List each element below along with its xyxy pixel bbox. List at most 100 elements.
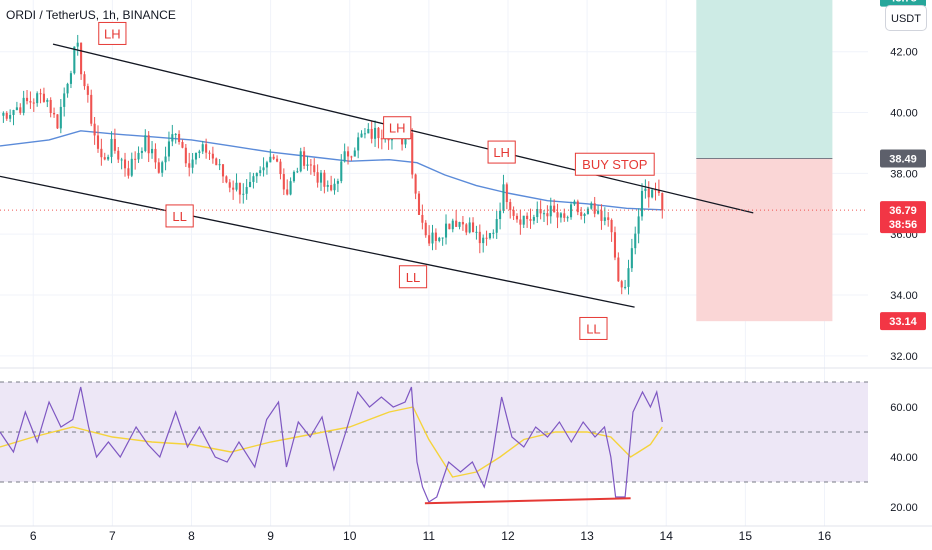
candle-body bbox=[509, 202, 512, 211]
candle-body bbox=[532, 217, 535, 221]
candle-body bbox=[211, 153, 214, 159]
time-axis-tick: 15 bbox=[739, 529, 753, 543]
candle-body bbox=[259, 170, 262, 174]
annotation-label: LH bbox=[98, 21, 127, 45]
lower-channel-line[interactable] bbox=[0, 175, 635, 308]
candle-body bbox=[644, 188, 647, 191]
annotation-text: LH bbox=[493, 145, 510, 160]
candle-body bbox=[161, 162, 164, 173]
candle-body bbox=[624, 286, 627, 288]
candle-body bbox=[107, 156, 110, 160]
annotation-label: LH bbox=[487, 140, 516, 164]
candle-body bbox=[444, 223, 448, 238]
candle-body bbox=[549, 205, 552, 217]
stop-price-tag: 33.14 bbox=[889, 316, 917, 328]
candle-body bbox=[42, 93, 45, 102]
annotations: LH LL LH LL LH BUY STOP LL bbox=[98, 21, 655, 340]
candle-body bbox=[245, 187, 248, 194]
candle-body bbox=[272, 156, 275, 159]
candle-body bbox=[414, 174, 417, 194]
candle-body bbox=[353, 150, 356, 157]
candle-body bbox=[607, 217, 610, 220]
candle-body bbox=[53, 113, 56, 115]
candle-body bbox=[265, 162, 268, 168]
candle-body bbox=[377, 127, 380, 139]
candle-body bbox=[208, 152, 211, 154]
candle-body bbox=[22, 97, 25, 113]
candle-body bbox=[96, 135, 100, 149]
time-axis-tick: 14 bbox=[660, 529, 674, 543]
candle-body bbox=[309, 164, 312, 166]
candle-body bbox=[346, 151, 350, 157]
candle-body bbox=[140, 150, 143, 153]
candle-body bbox=[640, 190, 644, 217]
candle-body bbox=[316, 172, 319, 183]
candle-body bbox=[495, 219, 498, 233]
candle-body bbox=[472, 222, 475, 233]
candle-body bbox=[651, 189, 654, 198]
price-axis-tick: 38.00 bbox=[890, 168, 918, 180]
candle-body bbox=[113, 138, 116, 151]
candle-body bbox=[218, 164, 221, 166]
candle-body bbox=[590, 203, 593, 209]
candle-body bbox=[428, 235, 431, 244]
candle-body bbox=[303, 151, 306, 166]
candle-body bbox=[465, 224, 468, 233]
annotation-text: LH bbox=[389, 121, 406, 136]
candle-body bbox=[73, 46, 76, 74]
candle-body bbox=[46, 99, 49, 102]
candle-body bbox=[448, 223, 451, 230]
candle-body bbox=[29, 101, 32, 103]
candle-body bbox=[488, 233, 491, 239]
candle-body bbox=[93, 123, 96, 136]
candle-body bbox=[221, 164, 225, 177]
candle-body bbox=[137, 152, 140, 160]
candle-body bbox=[539, 208, 542, 214]
candle-body bbox=[32, 102, 35, 104]
time-axis-tick: 10 bbox=[343, 529, 357, 543]
candle-body bbox=[553, 205, 556, 213]
candle-body bbox=[100, 148, 103, 158]
candle-body bbox=[333, 183, 336, 191]
candle-body bbox=[130, 158, 133, 176]
price-axis-tick: 34.00 bbox=[890, 290, 918, 302]
candle-body bbox=[59, 106, 62, 129]
candle-body bbox=[228, 182, 231, 188]
candle-body bbox=[63, 93, 66, 107]
candle-body bbox=[326, 185, 329, 187]
currency-button[interactable]: USDT bbox=[885, 5, 927, 31]
rsi-support-line[interactable] bbox=[424, 497, 631, 505]
candle-body bbox=[235, 182, 238, 190]
candle-body bbox=[627, 268, 630, 287]
rsi-axis-tick: 40.00 bbox=[890, 452, 918, 464]
candle-body bbox=[90, 94, 93, 124]
candle-body bbox=[110, 138, 113, 157]
candle-body bbox=[319, 172, 323, 183]
candle-body bbox=[19, 107, 22, 113]
candle-body bbox=[647, 188, 650, 198]
rsi-line bbox=[0, 386, 663, 503]
candle-body bbox=[252, 176, 255, 182]
candle-body bbox=[86, 86, 89, 95]
annotation-text: LH bbox=[104, 26, 121, 41]
candle-body bbox=[289, 181, 292, 195]
candle-body bbox=[191, 159, 194, 168]
candle-body bbox=[451, 220, 454, 230]
candle-body bbox=[455, 220, 458, 227]
candle-body bbox=[620, 281, 623, 288]
candle-body bbox=[330, 185, 333, 191]
candle-body bbox=[194, 152, 198, 160]
candle-body bbox=[198, 151, 201, 153]
candle-body bbox=[661, 192, 664, 211]
time-axis-tick: 6 bbox=[30, 529, 37, 543]
candle-body bbox=[505, 184, 508, 203]
candle-body bbox=[485, 237, 488, 239]
candle-body bbox=[336, 181, 339, 184]
candle-body bbox=[269, 156, 272, 163]
candle-body bbox=[103, 157, 106, 160]
candle-body bbox=[76, 42, 79, 47]
last-price-tag: 36.79 bbox=[889, 205, 917, 217]
candle-body bbox=[559, 213, 562, 218]
candle-body bbox=[127, 168, 130, 176]
